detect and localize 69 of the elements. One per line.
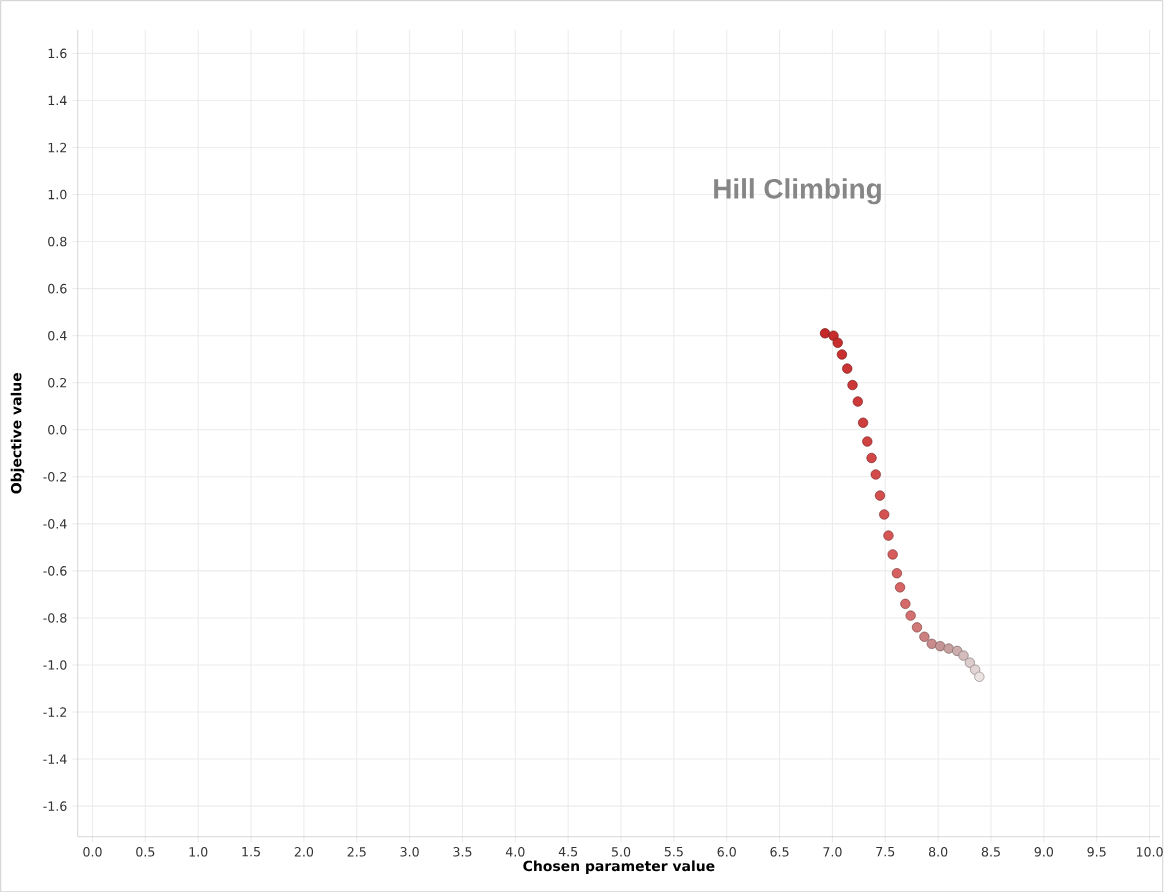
x-tick-label: 8.0	[928, 846, 948, 857]
y-tick-label: 0.2	[48, 377, 67, 388]
x-tick-label: 1.0	[189, 846, 208, 857]
x-tick-label: 2.5	[347, 846, 366, 857]
point	[894, 582, 906, 593]
y-tick-label: -1.2	[43, 707, 67, 717]
point	[970, 664, 981, 675]
y-tick-label: 1.2	[48, 142, 67, 152]
y-tick-label: -0.6	[43, 565, 67, 576]
point	[900, 598, 911, 609]
y-tick-label: 1.0	[48, 189, 67, 200]
point	[958, 650, 969, 661]
point	[852, 396, 863, 407]
text: Hill Climbing	[714, 177, 881, 205]
y-tick-label: 0.0	[48, 424, 67, 435]
y-tick-label: 1.4	[48, 95, 67, 105]
x-tick-label: 6.0	[717, 846, 736, 857]
y-tick-label: 1.6	[48, 48, 67, 58]
x-tick-label: 7.5	[876, 846, 895, 857]
x-tick-label: 6.5	[770, 846, 789, 857]
point	[887, 549, 898, 560]
x-tick-label: 5.0	[611, 846, 631, 857]
point	[870, 469, 881, 480]
point	[862, 436, 873, 447]
y-tick-label: -0.4	[43, 518, 67, 529]
point	[974, 671, 985, 682]
point	[832, 337, 843, 348]
point	[874, 490, 886, 501]
y-tick-label: -1.0	[43, 659, 67, 670]
x-tick-label: 1.5	[242, 846, 260, 857]
y-tick-label: -1.6	[43, 801, 67, 811]
x-tick-label: 8.5	[981, 846, 1000, 857]
x-axis-title: Chosen parameter value	[523, 860, 715, 874]
y-tick-label: 0.8	[48, 236, 67, 247]
point	[836, 349, 848, 360]
point	[964, 657, 975, 668]
y-tick-label: 0.6	[48, 283, 67, 294]
x-tick-label: 2.0	[294, 846, 314, 857]
point	[943, 643, 954, 654]
point	[911, 622, 923, 633]
point	[905, 610, 916, 621]
point	[819, 327, 831, 339]
point	[828, 330, 839, 341]
point	[935, 640, 946, 652]
y-tick-label: -0.8	[43, 612, 67, 623]
x-tick-label: 4.0	[505, 846, 525, 857]
x-tick-label: 4.5	[558, 846, 578, 857]
point	[883, 530, 894, 541]
x-tick-label: 0.5	[136, 846, 155, 857]
x-tick-label: 0.0	[83, 846, 102, 857]
point	[857, 417, 869, 428]
point	[866, 452, 877, 463]
x-tick-label: 10.0	[1136, 846, 1163, 857]
point	[879, 509, 890, 520]
x-tick-label: 3.5	[453, 846, 472, 857]
x-tick-label: 9.5	[1087, 846, 1106, 857]
point	[842, 363, 853, 374]
point	[926, 638, 937, 649]
x-tick-label: 9.0	[1034, 846, 1054, 857]
point	[919, 631, 930, 642]
x-tick-label: 7.0	[823, 846, 842, 857]
x-tick-label: 5.5	[664, 846, 683, 857]
y-axis-title: Objective value	[10, 372, 25, 494]
y-tick-label: 0.4	[48, 330, 67, 341]
y-tick-label: -0.2	[43, 471, 67, 482]
point	[891, 567, 903, 579]
y-tick-label: -1.4	[43, 754, 67, 764]
x-tick-label: 3.0	[400, 846, 419, 857]
point	[847, 379, 858, 390]
